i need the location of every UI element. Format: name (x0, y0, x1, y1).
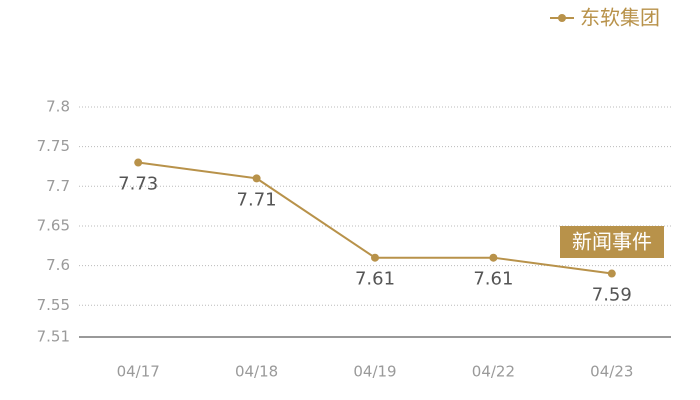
y-tick-label: 7.7 (46, 177, 70, 195)
data-point (252, 174, 261, 183)
x-tick-label: 04/18 (235, 363, 278, 381)
y-tick-label: 7.75 (37, 137, 70, 155)
y-tick-label: 7.55 (37, 296, 70, 314)
data-point (134, 158, 143, 167)
y-tick-label: 7.51 (37, 328, 70, 346)
data-point (489, 253, 498, 262)
data-label: 7.71 (237, 189, 277, 210)
y-tick-label: 7.8 (46, 98, 70, 116)
legend-marker (558, 14, 566, 22)
y-tick-label: 7.65 (37, 216, 70, 234)
data-label: 7.61 (355, 269, 395, 290)
data-point (607, 269, 616, 278)
data-label: 7.73 (118, 174, 158, 195)
x-tick-label: 04/23 (590, 363, 633, 381)
annotation-label: 新闻事件 (572, 230, 652, 254)
data-label: 7.59 (592, 285, 632, 306)
legend-label: 东软集团 (580, 6, 660, 30)
data-label: 7.61 (473, 269, 513, 290)
x-tick-label: 04/17 (117, 363, 160, 381)
annotation-box (560, 226, 664, 258)
x-tick-label: 04/22 (472, 363, 515, 381)
x-tick-label: 04/19 (353, 363, 396, 381)
data-point (371, 253, 379, 262)
y-tick-label: 7.6 (46, 256, 70, 274)
